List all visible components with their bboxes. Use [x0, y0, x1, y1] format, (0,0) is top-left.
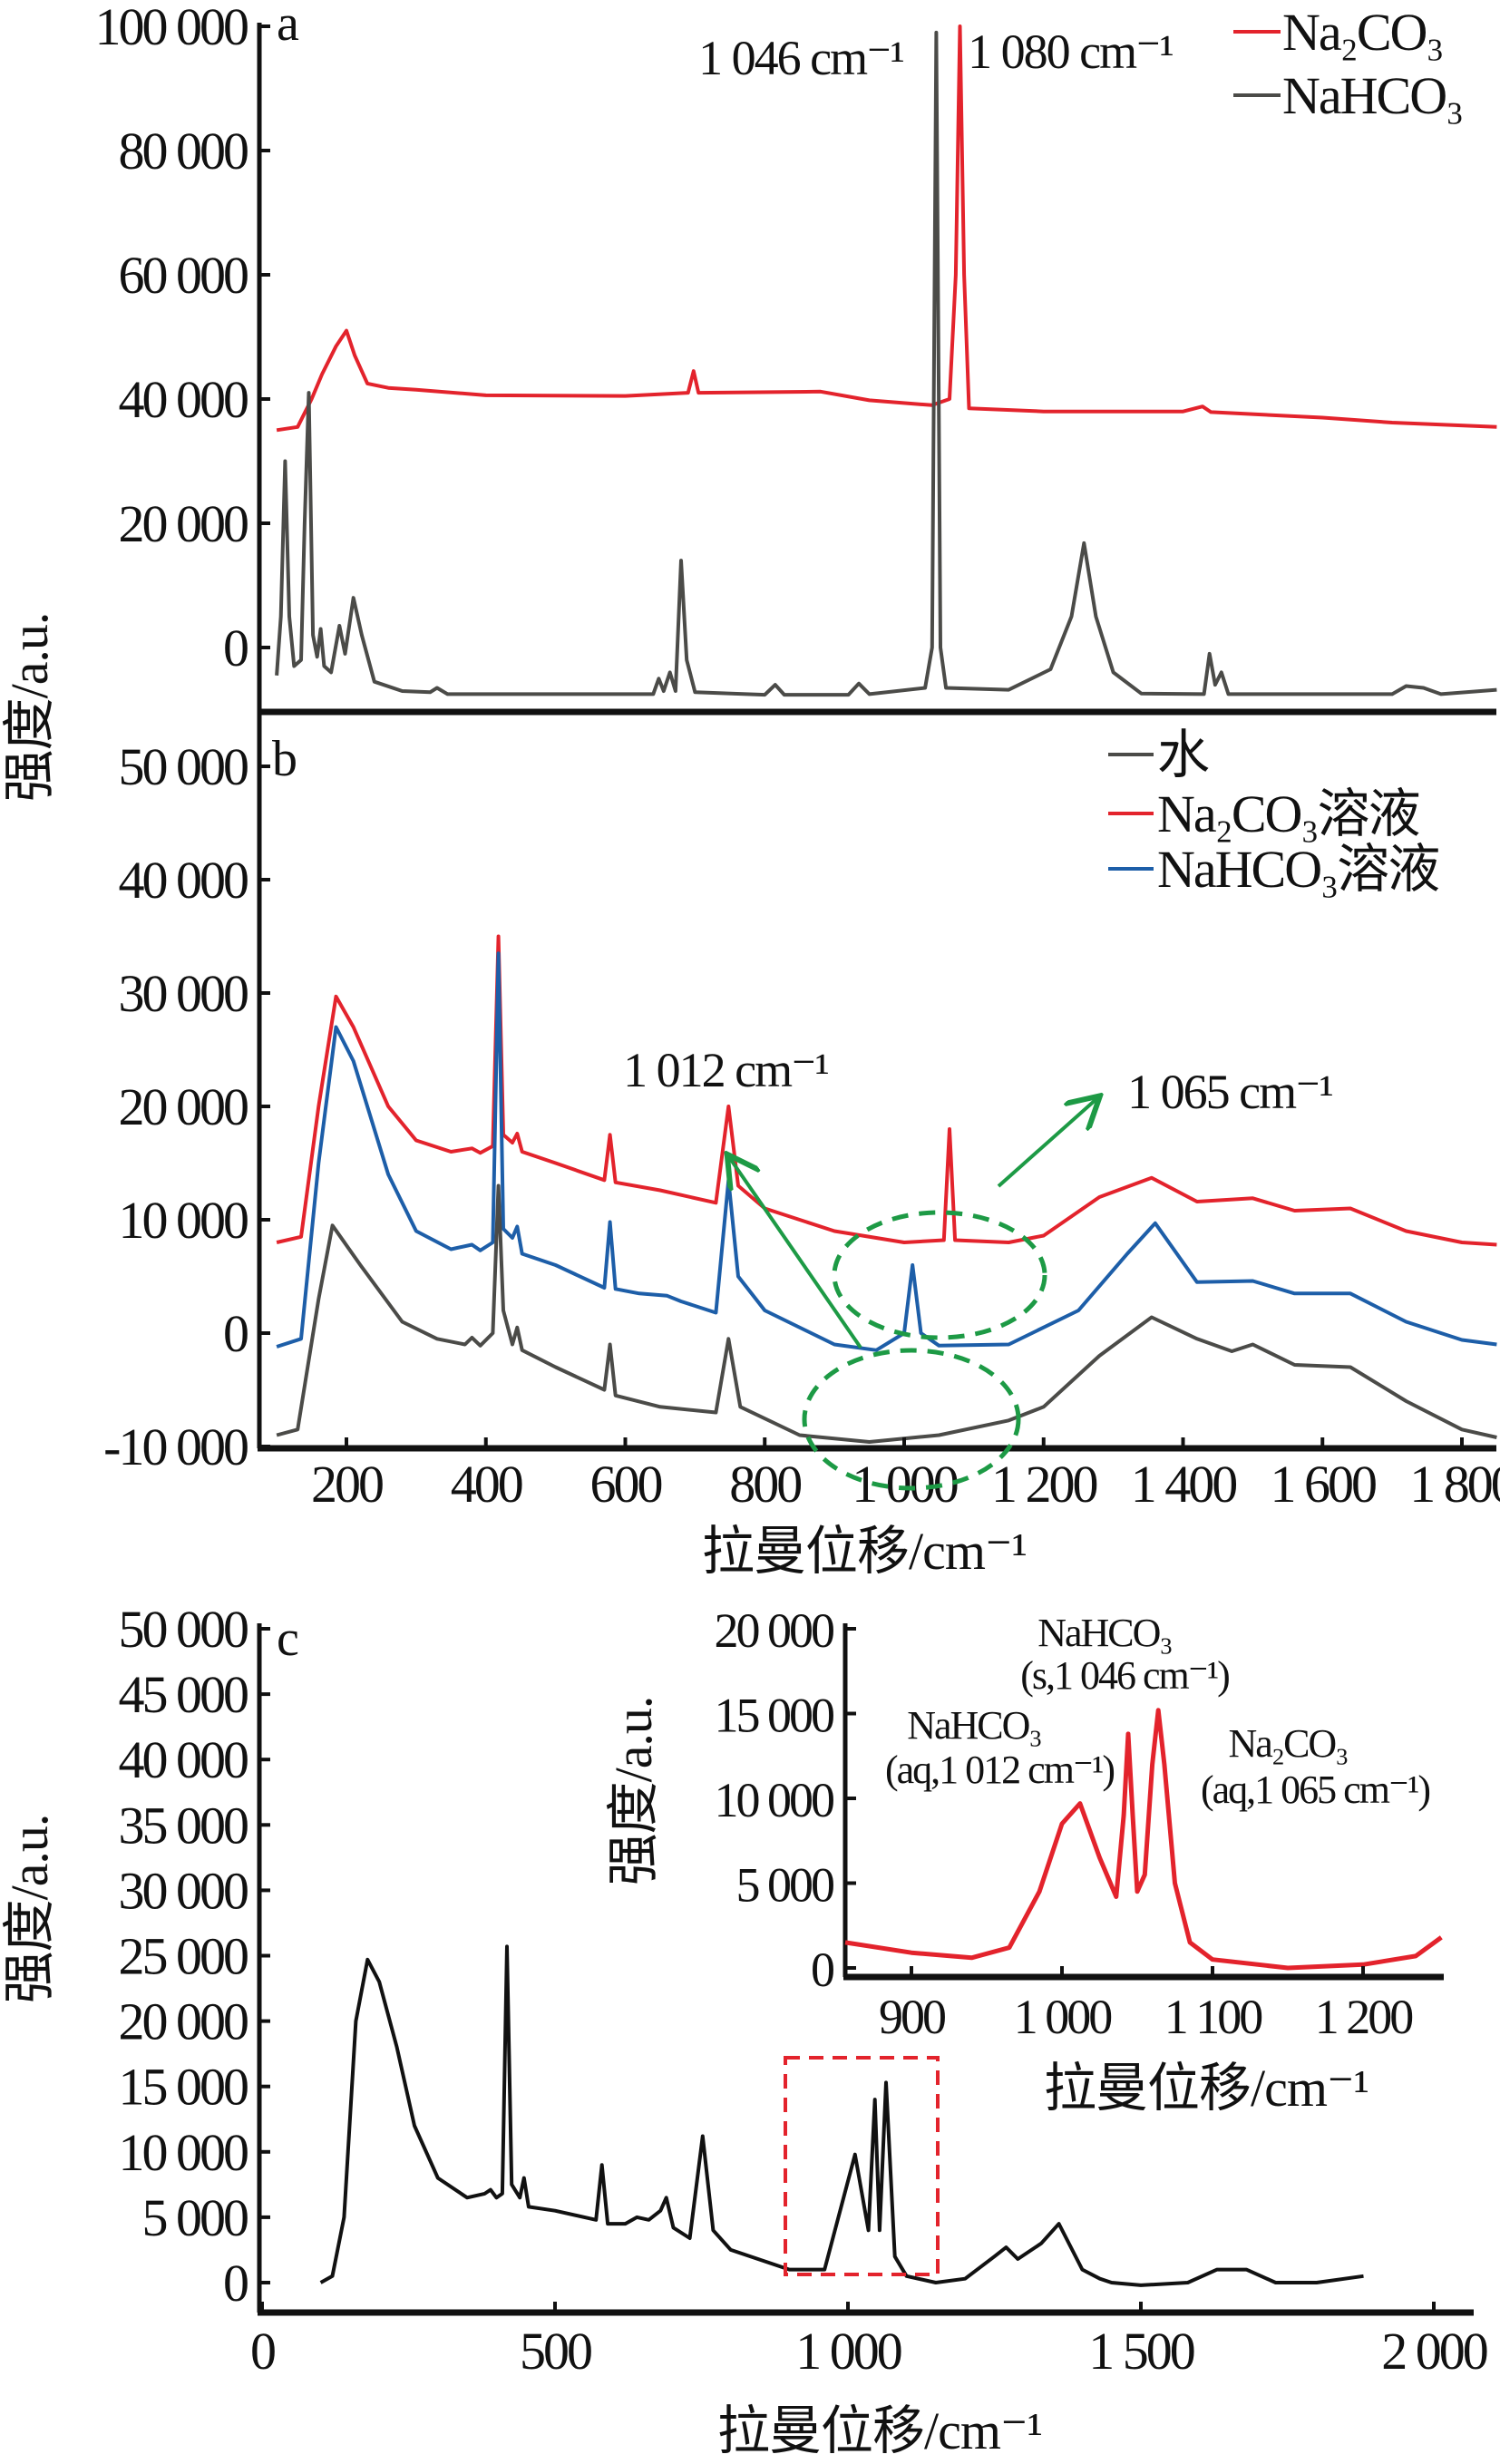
- a-y-tick-label: 100 000: [95, 0, 248, 56]
- b-x-tick-label: 1 600: [1271, 1455, 1377, 1514]
- b-y-tick-label: -10 000: [103, 1417, 248, 1476]
- c-y-tick-label: 35 000: [119, 1796, 248, 1855]
- c-series-line-0: [319, 1944, 1364, 2287]
- inset-y-tick-label: 15 000: [715, 1689, 834, 1743]
- a-y-tick-label: 40 000: [119, 370, 248, 429]
- a-y-tick-label: 80 000: [119, 122, 248, 180]
- b-y-tick-label: 10 000: [119, 1191, 248, 1250]
- arrow-icon-1012: [729, 1157, 862, 1349]
- legend-label-nahco3: NaHCO₃: [1282, 66, 1462, 125]
- annotation-1046: 1 046 cm⁻¹: [698, 31, 903, 85]
- a-y-tick-label: 60 000: [119, 246, 248, 305]
- a-y-tick-label: 0: [223, 618, 248, 677]
- inset-series-line-0: [844, 1708, 1443, 1971]
- b-series-line-1: [276, 951, 1497, 1352]
- annotation-1065: 1 065 cm⁻¹: [1127, 1065, 1332, 1119]
- c-y-tick-label: 10 000: [119, 2123, 248, 2182]
- inset-x-tick-label: 900: [879, 1990, 945, 2044]
- legend-label-water: 水: [1157, 726, 1209, 784]
- b-x-tick-label: 800: [729, 1455, 801, 1514]
- b-y-tick-label: 30 000: [119, 964, 248, 1023]
- c-y-tick-label: 5 000: [142, 2188, 248, 2247]
- b-x-tick-label: 1 800: [1409, 1455, 1500, 1514]
- inset-annotation-nahco3-aq-detail: (aq,1 012 cm⁻¹): [885, 1748, 1114, 1792]
- c-y-tick-label: 50 000: [119, 1600, 248, 1659]
- c-y-tick-label: 25 000: [119, 1927, 248, 1986]
- x-axis-label-b: 拉曼位移/cm⁻¹: [702, 1522, 1027, 1581]
- y-axis-label-c: 强度/a.u.: [0, 1815, 59, 2004]
- c-x-tick-label: 1 000: [795, 2322, 901, 2381]
- annotation-1080: 1 080 cm⁻¹: [968, 24, 1173, 79]
- a-y-tick-label: 20 000: [119, 494, 248, 553]
- inset-annotation-nahco3-s-detail: (s,1 046 cm⁻¹): [1020, 1653, 1229, 1698]
- zoom-region-box: [784, 2056, 940, 2276]
- annotation-1012: 1 012 cm⁻¹: [623, 1043, 828, 1097]
- b-x-tick-label: 400: [451, 1455, 522, 1514]
- inset-annotation-na2co3-aq: Na₂CO₃: [1228, 1721, 1348, 1766]
- highlight-ellipse-1012: [802, 1348, 1021, 1491]
- inset-x-axis-label: 拉曼位移/cm⁻¹: [1044, 2059, 1369, 2118]
- b-x-tick-label: 1 000: [852, 1455, 958, 1514]
- b-series-line-2: [276, 1183, 1497, 1444]
- inset-y-tick-label: 10 000: [715, 1773, 834, 1827]
- legend-label-nahco3-solution: NaHCO₃溶液: [1157, 840, 1438, 899]
- a-series-line-0: [276, 24, 1497, 433]
- b-x-tick-label: 1 200: [991, 1455, 1097, 1514]
- c-x-tick-label: 0: [250, 2322, 275, 2381]
- c-x-tick-label: 2 000: [1381, 2322, 1487, 2381]
- inset-y-tick-label: 20 000: [715, 1603, 834, 1658]
- y-axis-label-ab: 强度/a.u.: [0, 613, 59, 803]
- inset-annotation-na2co3-aq-detail: (aq,1 065 cm⁻¹): [1201, 1768, 1429, 1812]
- inset-annotation-nahco3-s: NaHCO₃: [1037, 1611, 1172, 1655]
- b-x-tick-label: 600: [590, 1455, 662, 1514]
- c-y-tick-label: 45 000: [119, 1665, 248, 1724]
- c-y-tick-label: 20 000: [119, 1992, 248, 2051]
- inset-y-tick-label: 5 000: [736, 1858, 834, 1913]
- c-y-tick-label: 30 000: [119, 1861, 248, 1920]
- inset-x-tick-label: 1 000: [1014, 1990, 1112, 2044]
- c-x-tick-label: 500: [520, 2322, 591, 2381]
- x-axis-label-c: 拉曼位移/cm⁻¹: [717, 2401, 1042, 2460]
- inset-y-axis-label: 强度/a.u.: [604, 1697, 663, 1886]
- b-y-tick-label: 50 000: [119, 737, 248, 796]
- legend-label-na2co3-solution: Na₂CO₃溶液: [1157, 784, 1419, 843]
- inset-y-tick-label: 0: [811, 1943, 833, 1997]
- panel-label-b: b: [272, 731, 297, 787]
- b-y-tick-label: 20 000: [119, 1077, 248, 1136]
- inset-x-tick-label: 1 100: [1164, 1990, 1262, 2044]
- c-y-tick-label: 0: [223, 2254, 248, 2313]
- arrow-icon-1065: [997, 1098, 1097, 1188]
- b-series-line-0: [276, 934, 1497, 1247]
- b-y-tick-label: 0: [223, 1304, 248, 1363]
- c-x-tick-label: 1 500: [1088, 2322, 1194, 2381]
- inset-annotation-nahco3-aq: NaHCO₃: [907, 1703, 1041, 1748]
- highlight-ellipse-1065: [832, 1210, 1047, 1340]
- a-series-line-1: [275, 30, 1497, 697]
- panel-label-a: a: [277, 0, 299, 52]
- inset-x-tick-label: 1 200: [1315, 1990, 1413, 2044]
- b-x-tick-label: 1 400: [1131, 1455, 1237, 1514]
- b-y-tick-label: 40 000: [119, 851, 248, 910]
- c-y-tick-label: 15 000: [119, 2058, 248, 2117]
- panel-label-c: c: [277, 1611, 299, 1667]
- legend-label-na2co3: Na₂CO₃: [1282, 3, 1443, 62]
- c-y-tick-label: 40 000: [119, 1730, 248, 1789]
- b-x-tick-label: 200: [311, 1455, 383, 1514]
